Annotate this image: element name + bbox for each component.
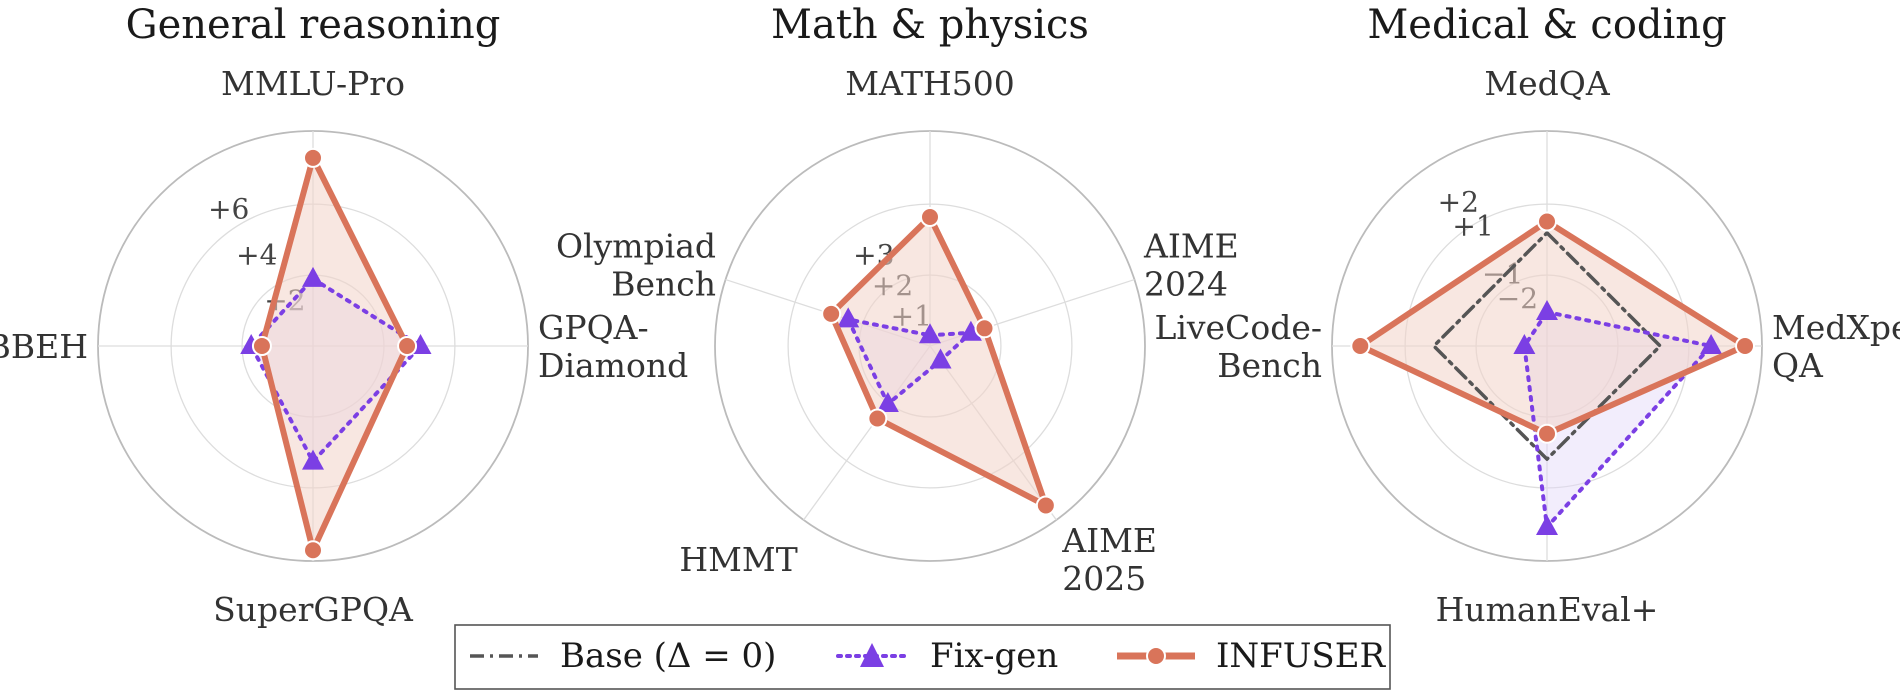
panel-medical-coding: Medical & coding −2−1+1+2MedQAMedXpert-Q… xyxy=(1154,2,1900,629)
panel-title: Medical & coding xyxy=(1367,2,1726,48)
data-point-infuser xyxy=(867,408,888,429)
axis-label-line: Diamond xyxy=(538,346,688,385)
axis-label-line: 2024 xyxy=(1144,265,1228,304)
data-point-infuser xyxy=(303,540,323,561)
data-point-fixgen xyxy=(876,391,899,412)
legend-label-base: Base (Δ = 0) xyxy=(560,636,776,676)
axis-label-line: LiveCode- xyxy=(1154,308,1322,347)
data-point-fixgen xyxy=(1700,334,1723,354)
data-point-fixgen xyxy=(929,348,952,369)
legend-marker-infuser xyxy=(1146,646,1166,666)
legend: Base (Δ = 0) Fix-gen INFUSER xyxy=(454,624,1391,690)
panel-title: Math & physics xyxy=(771,2,1089,48)
axis-label-line: BBEH xyxy=(0,327,88,366)
legend-label-fixgen: Fix-gen xyxy=(930,636,1058,676)
legend-label-infuser: INFUSER xyxy=(1216,636,1387,676)
data-point-infuser xyxy=(920,207,940,227)
axis-label-livecode-bench: LiveCode-Bench xyxy=(1154,308,1322,385)
series-line-base-0 xyxy=(1432,231,1662,461)
data-point-fixgen xyxy=(1513,334,1536,354)
axis-label-line: MedXpert- xyxy=(1772,308,1900,347)
axis-label-aime-2024: AIME 2024 xyxy=(1143,227,1239,304)
axis-label-line: HMMT xyxy=(679,540,797,579)
axis-label-line: MATH500 xyxy=(845,64,1015,103)
series-line-infuser xyxy=(828,214,1049,509)
axis-label-supergpqa: SuperGPQA xyxy=(213,590,414,629)
axis-label-humaneval: HumanEval+ xyxy=(1436,590,1659,629)
axis-label-line: Bench xyxy=(1217,346,1322,385)
panel-title: General reasoning xyxy=(126,2,501,48)
axis-label-line: Olympiad xyxy=(556,227,716,266)
data-point-fixgen xyxy=(302,266,324,287)
legend-marker-fixgen xyxy=(860,643,884,667)
axis-label-mmlu-pro: MMLU-Pro xyxy=(221,64,405,103)
axis-label-bbeh: BBEH xyxy=(0,327,88,366)
axis-label-aime-2025: AIME 2025 xyxy=(1061,521,1157,598)
axis-label-line: GPQA- xyxy=(538,308,649,347)
data-point-infuser xyxy=(1735,336,1756,356)
data-point-infuser xyxy=(303,147,323,168)
tick-label: +2 xyxy=(1438,185,1479,218)
data-point-fixgen xyxy=(919,323,941,344)
data-point-infuser xyxy=(1350,336,1371,356)
tick-label: +4 xyxy=(236,238,277,271)
series-fill-infuser xyxy=(1360,221,1746,434)
axis-label-medxpert-qa: MedXpert-QA xyxy=(1772,308,1900,385)
data-point-infuser xyxy=(1035,495,1056,516)
axis-label-olympiad-bench: Olympiad Bench xyxy=(556,227,716,304)
data-point-fixgen xyxy=(302,449,324,470)
data-point-fixgen xyxy=(1536,515,1558,536)
axis-label-line: SuperGPQA xyxy=(213,590,414,629)
data-point-fixgen xyxy=(959,320,982,341)
axis-label-math500: MATH500 xyxy=(845,64,1015,103)
data-point-infuser xyxy=(251,336,272,356)
axis-label-medqa: MedQA xyxy=(1484,64,1610,103)
tick-label: +1 xyxy=(1452,209,1493,242)
data-point-infuser xyxy=(974,318,995,339)
legend-frame xyxy=(454,624,1391,690)
data-point-fixgen xyxy=(837,307,860,328)
panel-general-reasoning: General reasoning +2+4+6MMLU-ProGPQA-Dia… xyxy=(0,2,688,629)
series-fill-infuser xyxy=(261,157,408,551)
data-point-infuser xyxy=(1537,211,1557,232)
panel-math-physics: Math & physics +1+2+3MATH500AIME2024AIME… xyxy=(556,2,1239,598)
data-point-infuser xyxy=(397,336,418,356)
tick-label: +6 xyxy=(208,193,249,226)
axis-label-line: AIME xyxy=(1061,521,1157,560)
axis-label-line: MMLU-Pro xyxy=(221,64,405,103)
axis-label-line: 2025 xyxy=(1062,559,1146,598)
axis-label-gpqa-diamond: GPQA-Diamond xyxy=(538,308,688,385)
axis-label-line: QA xyxy=(1772,346,1824,385)
axis-label-line: AIME xyxy=(1143,227,1239,266)
axis-label-line: HumanEval+ xyxy=(1436,590,1659,629)
data-point-infuser xyxy=(821,303,842,324)
axis-label-line: MedQA xyxy=(1484,64,1610,103)
data-point-infuser xyxy=(1537,423,1557,444)
axis-label-hmmt: HMMT xyxy=(679,540,797,579)
data-point-fixgen xyxy=(1536,300,1558,321)
axis-label-line: Bench xyxy=(611,265,716,304)
